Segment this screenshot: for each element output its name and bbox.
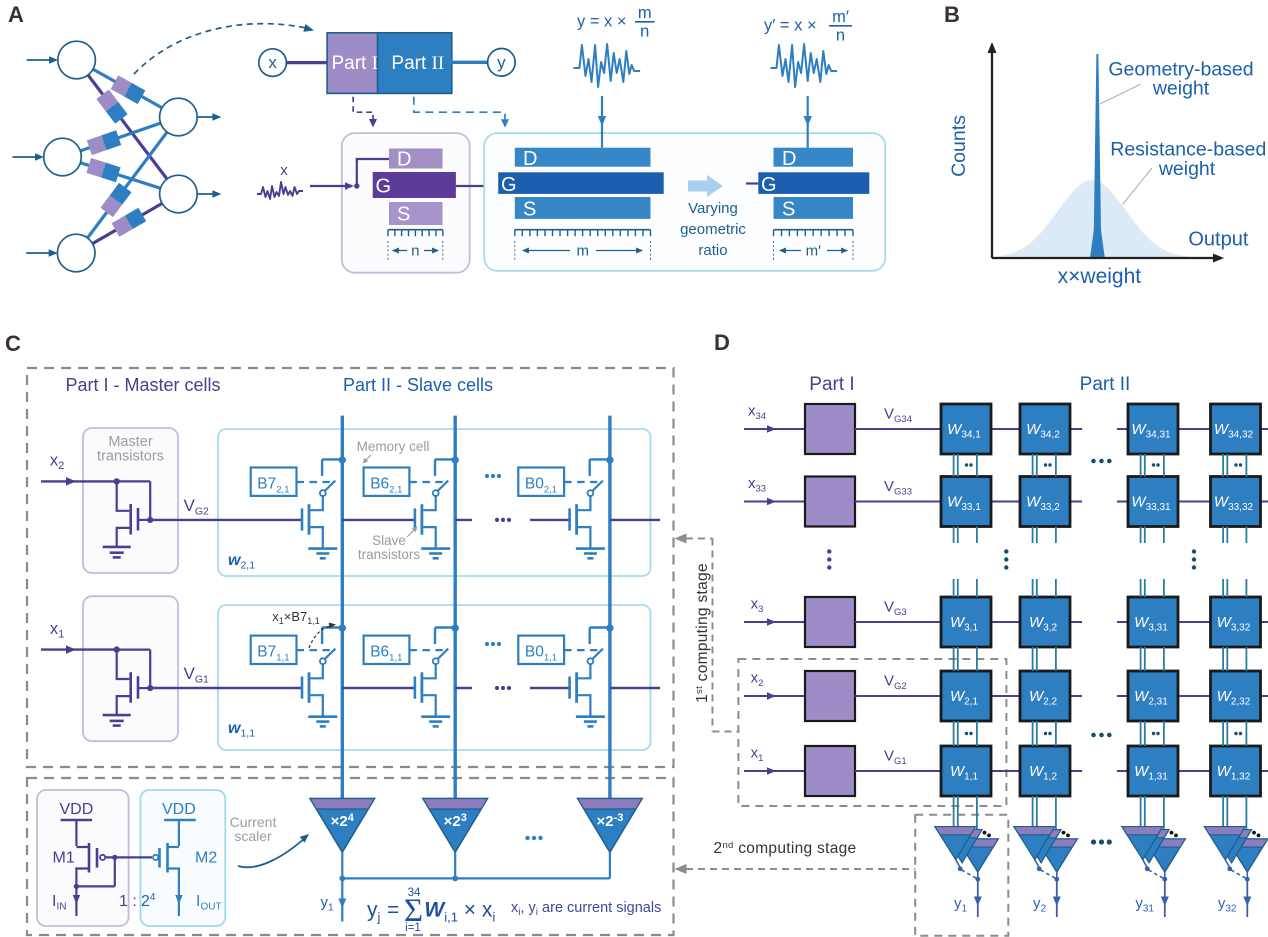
svg-text:D: D <box>523 148 537 170</box>
svg-text:geometric: geometric <box>680 221 746 238</box>
svg-text:Part II: Part II <box>1080 374 1131 395</box>
svg-text:transistors: transistors <box>358 547 421 562</box>
svg-text:2nd computing stage: 2nd computing stage <box>714 840 857 857</box>
svg-text:x: x <box>280 162 288 179</box>
svg-text:x×weight: x×weight <box>1058 265 1142 288</box>
svg-text:Current: Current <box>230 814 277 830</box>
svg-text:W34,31: W34,31 <box>1131 421 1171 441</box>
svg-text:W1,2: W1,2 <box>1029 763 1058 783</box>
svg-text:Wi,1 × xi: Wi,1 × xi <box>424 899 495 925</box>
svg-text:G: G <box>501 174 517 196</box>
svg-text:W1,1: W1,1 <box>950 763 979 783</box>
svg-text:W1,32: W1,32 <box>1217 763 1251 783</box>
svg-text:W34,1: W34,1 <box>947 421 981 441</box>
svg-text:n: n <box>836 27 845 45</box>
svg-text:n: n <box>411 243 419 260</box>
svg-text:m: m <box>576 243 589 260</box>
svg-text:Master: Master <box>108 434 152 450</box>
svg-text:i=1: i=1 <box>405 922 421 934</box>
svg-text:W34,2: W34,2 <box>1026 421 1060 441</box>
svg-text:W1,31: W1,31 <box>1134 763 1168 783</box>
svg-text:Geometry-based: Geometry-based <box>1108 59 1253 81</box>
svg-text:Output: Output <box>1188 229 1248 251</box>
svg-text:W33,2: W33,2 <box>1026 494 1060 514</box>
svg-text:B: B <box>944 2 960 27</box>
svg-text:Slave: Slave <box>372 533 406 548</box>
svg-text:W3,2: W3,2 <box>1029 614 1058 634</box>
svg-text:m: m <box>638 4 652 22</box>
svg-text:weight: weight <box>1152 78 1210 100</box>
svg-text:VDD: VDD <box>162 801 196 818</box>
svg-text:Part II: Part II <box>391 53 444 74</box>
svg-text:D: D <box>782 148 796 170</box>
svg-text:Part II - Slave cells: Part II - Slave cells <box>343 375 493 395</box>
svg-text:weight: weight <box>1158 158 1216 180</box>
svg-text:w2,1: w2,1 <box>228 552 255 572</box>
svg-text:1st computing stage: 1st computing stage <box>694 563 711 703</box>
svg-text:y′ = x ×: y′ = x × <box>764 17 817 35</box>
svg-text:34: 34 <box>408 887 421 899</box>
svg-text:Σ: Σ <box>404 893 423 929</box>
svg-text:W2,1: W2,1 <box>950 688 979 708</box>
svg-text:G: G <box>376 176 392 198</box>
svg-text:D: D <box>714 330 730 355</box>
svg-text:W33,32: W33,32 <box>1214 494 1254 514</box>
svg-text:n: n <box>640 23 649 41</box>
svg-text:Memory cell: Memory cell <box>357 439 430 454</box>
svg-text:D: D <box>397 149 411 171</box>
svg-text:W2,31: W2,31 <box>1134 688 1168 708</box>
svg-text:scaler: scaler <box>234 828 272 844</box>
svg-text:W3,31: W3,31 <box>1134 614 1168 634</box>
svg-text:S: S <box>523 199 536 221</box>
svg-text:y: y <box>497 53 506 72</box>
svg-text:x: x <box>268 53 277 72</box>
svg-text:A: A <box>8 2 24 27</box>
svg-text:ratio: ratio <box>698 242 727 259</box>
svg-text:W2,2: W2,2 <box>1029 688 1058 708</box>
svg-text:y = x ×: y = x × <box>577 13 627 31</box>
svg-text:Part I - Master cells: Part I - Master cells <box>65 375 220 395</box>
svg-text:m′: m′ <box>832 8 849 26</box>
svg-text:W3,32: W3,32 <box>1217 614 1251 634</box>
svg-text:C: C <box>5 331 21 356</box>
svg-text:1 :: 1 : <box>119 893 137 910</box>
svg-text:W33,31: W33,31 <box>1131 494 1171 514</box>
svg-text:W33,1: W33,1 <box>947 494 981 514</box>
svg-text:Varying: Varying <box>688 200 738 217</box>
svg-text:=: = <box>387 899 399 922</box>
svg-text:Resistance-based: Resistance-based <box>1110 139 1266 161</box>
svg-text:M2: M2 <box>195 850 217 867</box>
svg-text:yj: yj <box>367 899 381 925</box>
svg-text:W34,32: W34,32 <box>1214 421 1254 441</box>
svg-text:Part I: Part I <box>331 53 377 74</box>
svg-text:G: G <box>761 174 777 196</box>
svg-text:S: S <box>397 204 410 226</box>
svg-text:M1: M1 <box>53 850 75 867</box>
svg-text:W2,32: W2,32 <box>1217 688 1251 708</box>
svg-text:Part I: Part I <box>809 374 854 395</box>
svg-text:VDD: VDD <box>60 801 94 818</box>
svg-text:W3,1: W3,1 <box>950 614 979 634</box>
svg-text:w1,1: w1,1 <box>228 720 255 740</box>
svg-text:transistors: transistors <box>97 449 164 465</box>
svg-text:xi, yi are current signals: xi, yi are current signals <box>511 900 661 918</box>
svg-text:Counts: Counts <box>948 115 970 177</box>
svg-text:m′: m′ <box>806 243 821 260</box>
svg-text:S: S <box>782 199 795 221</box>
